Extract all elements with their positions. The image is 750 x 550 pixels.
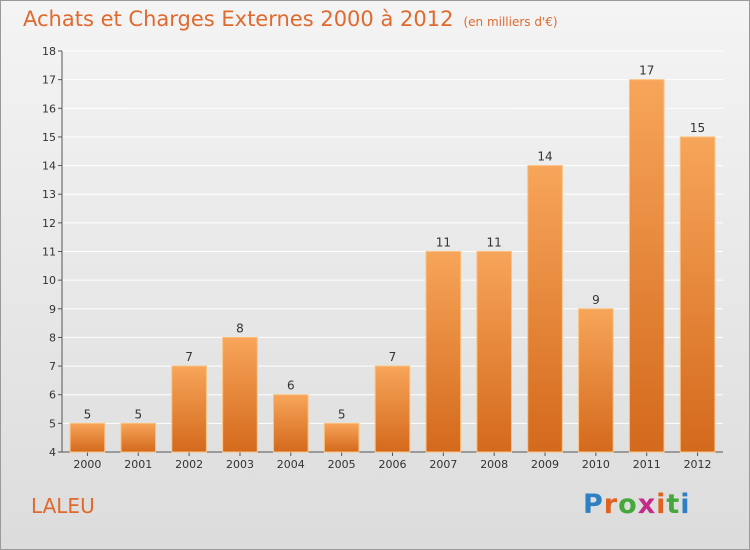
data-label-2000: 5 xyxy=(84,407,92,421)
data-label-2005: 5 xyxy=(338,407,346,421)
bar-2004 xyxy=(273,394,309,453)
title-line: Achats et Charges Externes 2000 à 2012 (e… xyxy=(23,7,558,31)
y-tick-label: 10 xyxy=(42,274,56,287)
y-tick-label: 15 xyxy=(42,131,56,144)
y-tick-label: 17 xyxy=(42,74,56,87)
x-tick-label: 2006 xyxy=(379,458,407,471)
bar-2009 xyxy=(527,165,563,453)
data-label-2008: 11 xyxy=(487,236,502,250)
y-tick-label: 13 xyxy=(42,188,56,201)
logo-letter: P xyxy=(583,489,604,520)
x-tick-label: 2001 xyxy=(124,458,152,471)
data-label-2002: 7 xyxy=(185,350,193,364)
logo-letter: r xyxy=(603,489,619,520)
x-tick-label: 2007 xyxy=(429,458,457,471)
data-label-2001: 5 xyxy=(134,407,142,421)
data-label-2009: 14 xyxy=(537,150,552,164)
x-tick-label: 2005 xyxy=(328,458,356,471)
bar-2008 xyxy=(476,251,512,453)
x-tick-label: 2011 xyxy=(633,458,661,471)
logo-letter: x xyxy=(637,489,657,520)
data-label-2006: 7 xyxy=(389,350,397,364)
data-label-2010: 9 xyxy=(592,293,600,307)
bar-2002 xyxy=(171,365,207,453)
data-label-2012: 15 xyxy=(690,121,705,135)
chart-subtitle: (en milliers d'€) xyxy=(463,15,558,29)
y-tick-label: 18 xyxy=(42,45,56,58)
y-tick-label: 5 xyxy=(49,417,56,430)
y-tick-label: 12 xyxy=(42,217,56,230)
place-name: LALEU xyxy=(31,494,95,518)
x-tick-label: 2009 xyxy=(531,458,559,471)
logo-letter: o xyxy=(618,489,638,520)
data-labels: 5 5 7 8 6 5 7 11 11 14 9 17 15 xyxy=(84,64,706,422)
y-tick-label: 9 xyxy=(49,303,56,316)
y-tick-label: 4 xyxy=(49,446,56,459)
bar-2003 xyxy=(222,336,258,453)
bar-2005 xyxy=(323,422,360,453)
x-tick-label: 2004 xyxy=(277,458,305,471)
chart-title: Achats et Charges Externes 2000 à 2012 xyxy=(23,7,454,31)
bar-2007 xyxy=(425,251,462,453)
data-label-2003: 8 xyxy=(236,321,244,335)
y-tick-label: 14 xyxy=(42,160,56,173)
bar-2012 xyxy=(679,136,716,453)
x-tick-label: 2010 xyxy=(582,458,610,471)
x-tick-label: 2012 xyxy=(684,458,712,471)
y-tick-label: 7 xyxy=(49,360,56,373)
data-label-2004: 6 xyxy=(287,379,295,393)
data-label-2011: 17 xyxy=(639,64,654,78)
data-label-2007: 11 xyxy=(436,236,451,250)
bar-2006 xyxy=(374,365,411,453)
x-tick-label: 2008 xyxy=(480,458,508,471)
y-tick-label: 16 xyxy=(42,102,56,115)
x-tick-label: 2003 xyxy=(226,458,254,471)
bar-2010 xyxy=(578,308,614,453)
logo-letter: t xyxy=(666,489,681,520)
y-tick-label: 11 xyxy=(42,246,56,259)
y-tick-label: 8 xyxy=(49,331,56,344)
logo-letter: i xyxy=(680,489,691,520)
tick-labels: 4 5 6 7 8 9 10 11 12 13 14 15 16 17 18 2000 2001 2002 2003… xyxy=(42,45,712,471)
proxiti-logo[interactable]: Proxiti xyxy=(583,489,691,520)
bar-2000 xyxy=(69,422,106,453)
logo-letter: i xyxy=(656,489,667,520)
bar-2001 xyxy=(120,422,157,453)
bar-2011 xyxy=(628,79,665,453)
bars xyxy=(69,79,716,453)
x-tick-label: 2002 xyxy=(175,458,203,471)
y-tick-label: 6 xyxy=(49,389,56,402)
x-tick-label: 2000 xyxy=(73,458,101,471)
